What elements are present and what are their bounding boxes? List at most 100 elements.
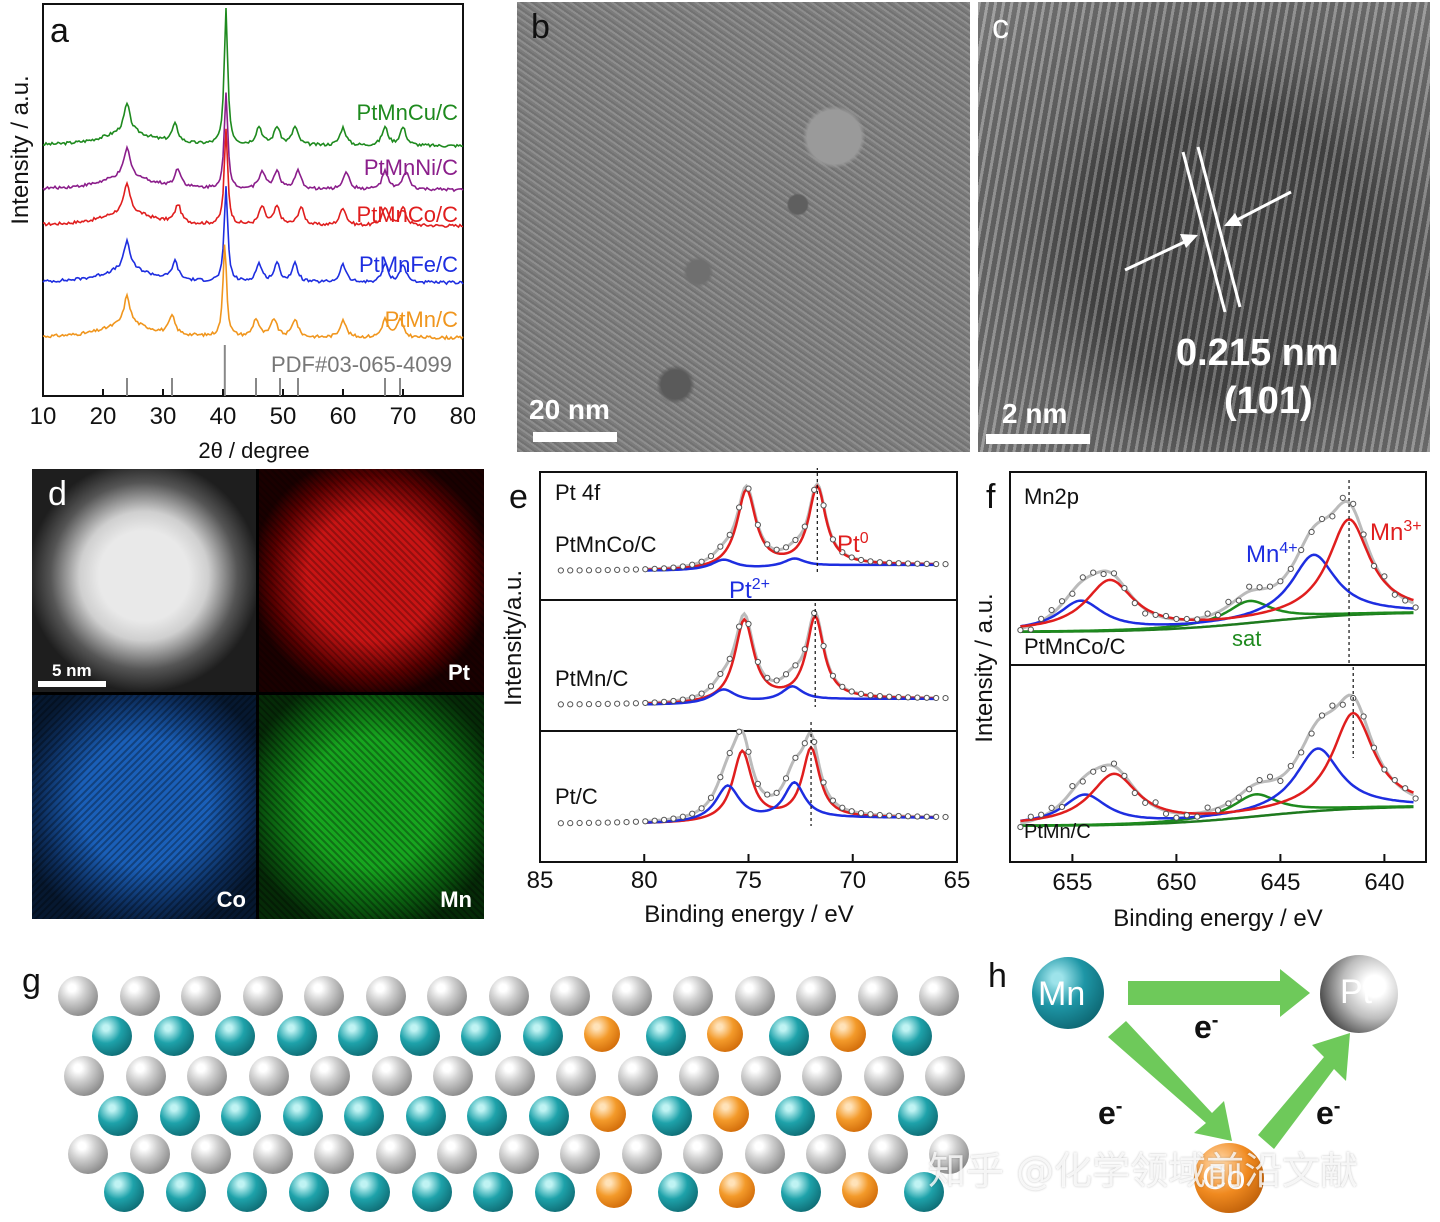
pt4f-data-point [576, 701, 583, 708]
haadf-image: d 5 nm [32, 469, 256, 692]
pt4f-data-point [632, 566, 640, 573]
pt4f-data-point [651, 699, 658, 706]
sat-label: sat [1232, 626, 1261, 651]
co-atom [830, 1016, 866, 1052]
xrd-series-line [42, 244, 464, 341]
mn2p-data-point [1225, 800, 1232, 807]
pt4f-data-point [820, 779, 827, 786]
pt-atom [375, 1134, 416, 1174]
mn2p-data-point [1058, 598, 1066, 605]
mn-atom [473, 1172, 513, 1212]
mn-atom [159, 1096, 200, 1136]
mn2p-data-point [1246, 786, 1253, 793]
mn-atom [215, 1016, 255, 1056]
electron-label-left: e- [1098, 1095, 1123, 1131]
mn2p-mn4-fit [1020, 747, 1414, 823]
mn-atom [276, 1016, 317, 1056]
pt4f-data-point [923, 813, 930, 820]
pt4f-data-point [811, 738, 818, 746]
pt4f-data-point [782, 671, 790, 678]
mn2p-data-point [1204, 610, 1211, 617]
pt4f-data-point [754, 521, 761, 528]
mn2p-data-point [1162, 810, 1170, 817]
mn2p-data-point [1381, 573, 1388, 580]
pt4f-data-point [792, 754, 799, 761]
mn2p-title: Mn2p [1024, 484, 1079, 509]
eds-map-pt: Pt [259, 469, 484, 692]
mn2p-data-point [1256, 584, 1263, 591]
mn2p-data-point [1412, 795, 1419, 802]
pt4f-data-point [867, 692, 874, 699]
mn-atom [891, 1016, 932, 1056]
xrd-series-line [42, 92, 464, 193]
mn2p-data-point [1360, 531, 1367, 538]
panel-label-f: f [986, 478, 996, 516]
pt-atom [560, 1134, 600, 1174]
pt4f-data-point [567, 820, 574, 827]
mn2p-data-point [1214, 611, 1222, 619]
pt-atom [621, 1134, 662, 1174]
mn2p-data-point [1173, 814, 1180, 821]
mn2p-data-point [1277, 777, 1284, 785]
mn2p-data-point [1266, 773, 1274, 780]
panel-d-eds: d 5 nm Pt Co Mn [32, 469, 484, 919]
scalebar-b [533, 432, 617, 442]
pt4f-data-point [726, 655, 733, 662]
pt-atom [925, 1056, 965, 1096]
pt4f-data-point [942, 694, 949, 702]
pt-atom [806, 1134, 846, 1174]
mn2p-data-point [1079, 778, 1086, 785]
eds-map-co: Co [32, 695, 256, 919]
pt4f-data-point [576, 567, 583, 574]
pt4f-data-point [867, 558, 874, 565]
pt-atom [187, 1056, 227, 1096]
pt-atom [242, 976, 283, 1016]
pt4f-data-point [857, 556, 865, 564]
pt4f-data-point [595, 819, 602, 826]
mn2p-data-point [1308, 730, 1315, 737]
mn2p-data-point [1412, 604, 1419, 611]
mn2p-data-point [1246, 583, 1253, 590]
pt4f-data-point [895, 812, 902, 820]
mn-atom [344, 1096, 384, 1136]
pt4f-data-point [933, 560, 940, 568]
mn2p-data-point [1194, 616, 1201, 623]
pt-atom [129, 1134, 170, 1174]
pt4f-data-point [895, 693, 902, 701]
mn2p-data-point [1183, 615, 1190, 623]
pt-atom [679, 1056, 719, 1096]
pt-atom [437, 1134, 477, 1174]
pt4f-data-point [614, 566, 621, 574]
mn2p-mn3-fit [1020, 517, 1414, 628]
mn2p-data-point [1360, 713, 1367, 720]
mn2p-data-point [1183, 812, 1190, 819]
mn2p-data-point [1204, 804, 1211, 811]
pt-atom [119, 976, 160, 1016]
panel-label-g: g [22, 962, 41, 1000]
mn-atom [657, 1172, 698, 1212]
pt4f-sample-2: PtMn/C [555, 666, 628, 691]
scalebar-label-b: 20 nm [529, 394, 610, 425]
eds-map-mn: Mn [259, 695, 484, 919]
pt4f-data-point [886, 559, 893, 566]
mn2p-data-point [1318, 515, 1326, 523]
pt4f-data-point [717, 774, 724, 781]
pt4f-data-point [717, 543, 724, 550]
pt4f-data-point [707, 683, 715, 690]
x-tick-label: 60 [330, 403, 357, 430]
mn-atom [780, 1172, 821, 1212]
pt-atom [919, 976, 959, 1016]
pt4f-data-point [782, 775, 790, 782]
mn2p-data-point [1017, 627, 1024, 634]
mn-atom [897, 1096, 938, 1136]
xrd-series-label: PtMn/C [385, 307, 458, 332]
pt-atom [617, 1056, 658, 1096]
pt-atom [64, 1056, 104, 1096]
pt4f-data-point [933, 694, 940, 702]
pt4f-data-point [679, 696, 686, 703]
panel-label-h: h [988, 957, 1007, 995]
mn2p-data-point [1142, 610, 1149, 617]
pt4f-data-point [651, 817, 658, 824]
pt-atom [550, 976, 590, 1016]
mn2p-mn3-fit [1020, 711, 1414, 823]
